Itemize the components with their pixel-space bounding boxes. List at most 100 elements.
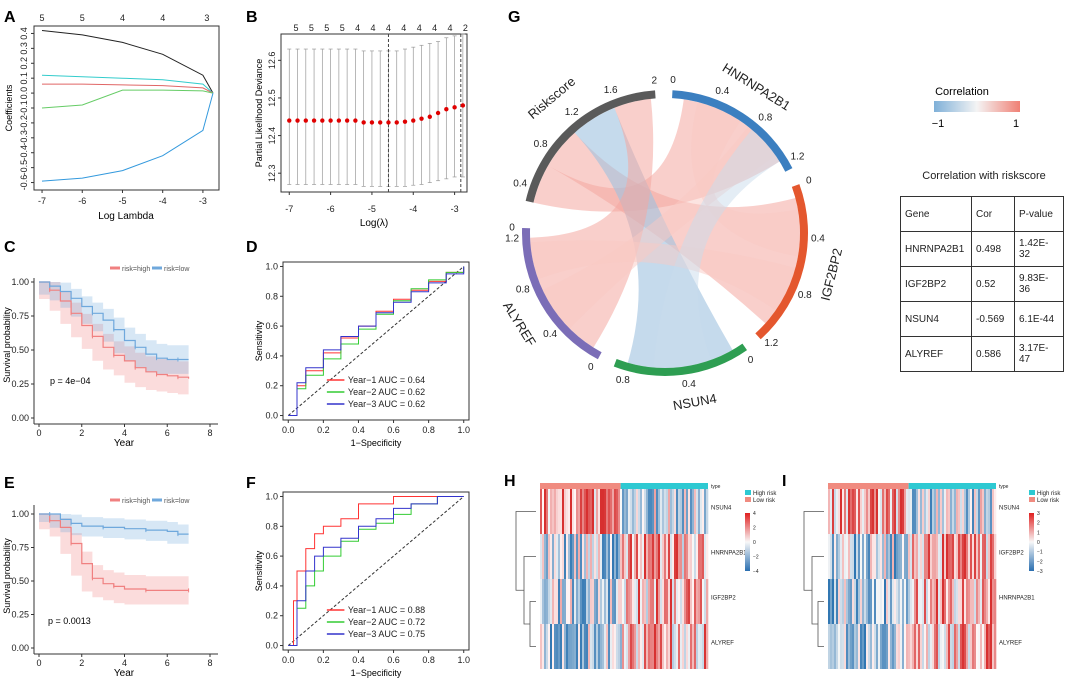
- panel-a-xlabel: Log Lambda: [98, 211, 154, 222]
- heatmap-cell: [880, 489, 883, 534]
- heatmap-cell: [542, 579, 545, 624]
- heatmap-cell: [664, 624, 667, 669]
- panel-g: G Riskscore HNRNPA2B1IGF2BP2NSUN4ALYREF00…: [500, 9, 1020, 413]
- legend-swatch-low: [1029, 497, 1035, 502]
- heatmap-cell: [612, 534, 615, 579]
- dendrogram-branch: [803, 511, 824, 591]
- heatmap-cell: [546, 534, 549, 579]
- ytick-label: 0.75: [11, 543, 29, 553]
- heatmap-cell: [832, 534, 835, 579]
- heatmap-cell: [616, 489, 619, 534]
- heatmap-cell: [684, 579, 687, 624]
- heatmap-cell: [922, 534, 925, 579]
- heatmap-cell: [832, 489, 835, 534]
- heatmap-cell: [830, 489, 833, 534]
- heatmap-cell: [652, 624, 655, 669]
- colorbar-tick-label: −2: [753, 555, 759, 561]
- panel-f-frame: [282, 491, 470, 651]
- heatmap-cell: [556, 579, 559, 624]
- table-row: IGF2BP2 0.52 9.83E-36: [900, 266, 1064, 302]
- heatmap-cell: [946, 489, 949, 534]
- heatmap-cell: [674, 489, 677, 534]
- heatmap-cell: [600, 534, 603, 579]
- heatmap-cell: [884, 579, 887, 624]
- panel-c-yticks: 1.00 0.75 0.50 0.25 0.00: [11, 277, 34, 423]
- heatmap-cell: [950, 624, 953, 669]
- heatmap-cell: [594, 579, 597, 624]
- colorbar-tick-label: 2: [753, 526, 756, 532]
- panel-d: D 0.0 0.0 0.2 0.2 0.4 0.4 0.6 0.6 0.8 0.8 1.0 1.0 Y…: [246, 239, 470, 448]
- heatmap-cell: [828, 489, 831, 534]
- heatmap-cell: [616, 624, 619, 669]
- panel-e-plot: [39, 512, 190, 605]
- heatmap-cell: [660, 534, 663, 579]
- heatmap-cell: [892, 624, 895, 669]
- cv-point: [369, 120, 375, 125]
- heatmap-cell: [618, 534, 621, 579]
- heatmap-cell: [844, 579, 847, 624]
- top-tick-label: 4: [417, 23, 422, 33]
- heatmap-cell: [884, 534, 887, 579]
- type-bar-high: [908, 483, 996, 489]
- heatmap-cell: [890, 624, 893, 669]
- heatmap-cell: [542, 624, 545, 669]
- heatmap-cell: [894, 489, 897, 534]
- heatmap-cell: [836, 489, 839, 534]
- cv-point: [295, 118, 300, 123]
- chord-sector-arc: [613, 343, 748, 376]
- dendrogram-branch: [515, 511, 536, 591]
- heatmap-cell: [886, 624, 889, 669]
- heatmap-cell: [608, 624, 611, 669]
- heatmap-cell: [698, 579, 701, 624]
- heatmap-cell: [988, 489, 991, 534]
- heatmap-cell: [566, 624, 569, 669]
- heatmap-cell: [924, 534, 927, 579]
- heatmap-cell: [594, 534, 597, 579]
- top-tick-label: 4: [401, 23, 406, 33]
- type-bar-high: [620, 483, 708, 489]
- heatmap-cell: [902, 579, 905, 624]
- heatmap-cell: [656, 489, 659, 534]
- chord-sector-arc: [672, 90, 793, 172]
- heatmap-cell: [604, 624, 607, 669]
- heatmap-cell: [976, 489, 979, 534]
- heatmap-cell: [582, 624, 585, 669]
- panel-e-xticks: 0 2 4 6 8: [36, 654, 213, 668]
- heatmap-cell: [588, 624, 591, 669]
- cv-point: [303, 118, 308, 123]
- heatmap-cell: [650, 624, 653, 669]
- heatmap-cell: [992, 579, 995, 624]
- heatmap-cell: [584, 534, 587, 579]
- top-tick-label: 4: [355, 23, 360, 33]
- heatmap-cell: [550, 489, 553, 534]
- table-cell: NSUN4: [900, 301, 972, 337]
- xtick-label: -3: [451, 204, 459, 214]
- heatmap-cell: [898, 534, 901, 579]
- heatmap-cell: [992, 489, 995, 534]
- colorbar-tick-label: 4: [753, 511, 756, 517]
- heatmap-cell: [574, 534, 577, 579]
- heatmap-cell: [852, 624, 855, 669]
- heatmap-cell: [660, 579, 663, 624]
- heatmap-cell: [940, 489, 943, 534]
- legend-label: Year−1 AUC = 0.88: [348, 605, 425, 615]
- heatmap-cell: [988, 579, 991, 624]
- heatmap-cell: [910, 534, 913, 579]
- heatmap-cell: [576, 579, 579, 624]
- heatmap-cell: [842, 624, 845, 669]
- heatmap-cell: [926, 579, 929, 624]
- heatmap-cell: [872, 624, 875, 669]
- xtick-label: 0.2: [317, 655, 330, 665]
- heatmap-cell: [942, 534, 945, 579]
- heatmap-cell: [986, 534, 989, 579]
- heatmap-cell: [558, 489, 561, 534]
- heatmap-cell: [896, 489, 899, 534]
- heatmap-cell: [570, 624, 573, 669]
- heatmap-cell: [670, 489, 673, 534]
- sector-name-label: ALYREF: [500, 299, 539, 349]
- heatmap-cell: [696, 579, 699, 624]
- heatmap-cell: [912, 534, 915, 579]
- heatmap-cell: [592, 624, 595, 669]
